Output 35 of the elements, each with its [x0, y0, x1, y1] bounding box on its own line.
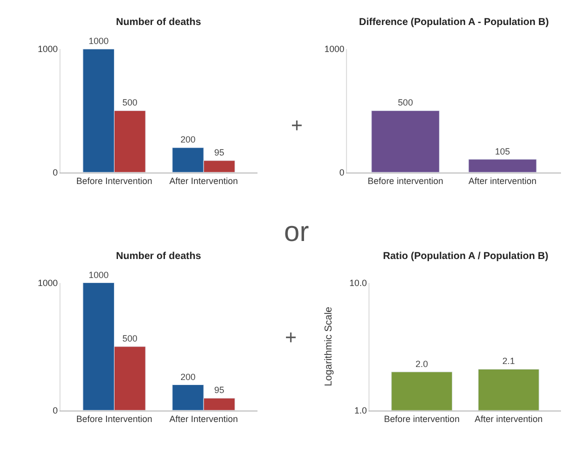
chart-title: Difference (Population A - Population B)	[359, 17, 549, 28]
data-label: 500	[398, 98, 413, 108]
x-tick-label: Before intervention	[368, 176, 444, 186]
data-label: 95	[214, 385, 224, 396]
data-label: 2.0	[416, 358, 428, 369]
x-tick-label: After Intervention	[169, 414, 238, 424]
x-tick-label: Before Intervention	[76, 414, 152, 424]
data-label: 1000	[88, 36, 109, 46]
data-label: 500	[122, 98, 138, 108]
data-label: 105	[495, 146, 510, 156]
data-label: 200	[180, 372, 196, 382]
chart-title: Ratio (Population A / Population B)	[383, 251, 548, 262]
x-tick-label: Before intervention	[384, 414, 460, 424]
y-tick-label: 1000	[38, 44, 58, 54]
data-label: 500	[122, 334, 138, 344]
data-label: 200	[180, 134, 196, 145]
y-tick-label: 1.0	[354, 405, 367, 416]
y-axis-title: Logarithmic Scale	[323, 306, 334, 386]
text: or	[284, 216, 309, 247]
y-tick-label: 0	[339, 167, 344, 178]
x-tick-label: After intervention	[468, 176, 537, 186]
chart-title: Number of deaths	[116, 17, 202, 28]
text: +	[291, 115, 303, 137]
data-label: 95	[214, 148, 224, 158]
y-tick-label: 0	[52, 167, 58, 178]
x-tick-label: Before Intervention	[76, 176, 152, 186]
x-tick-label: After intervention	[474, 414, 543, 424]
y-tick-label: 1000	[38, 278, 58, 288]
x-tick-label: After Intervention	[169, 176, 238, 186]
y-tick-label: 0	[52, 405, 58, 416]
y-tick-label: 10.0	[349, 278, 367, 288]
data-label: 2.1	[502, 356, 515, 366]
data-label: 1000	[88, 270, 109, 280]
chart-title: Number of deaths	[116, 251, 202, 262]
text: +	[285, 327, 297, 349]
